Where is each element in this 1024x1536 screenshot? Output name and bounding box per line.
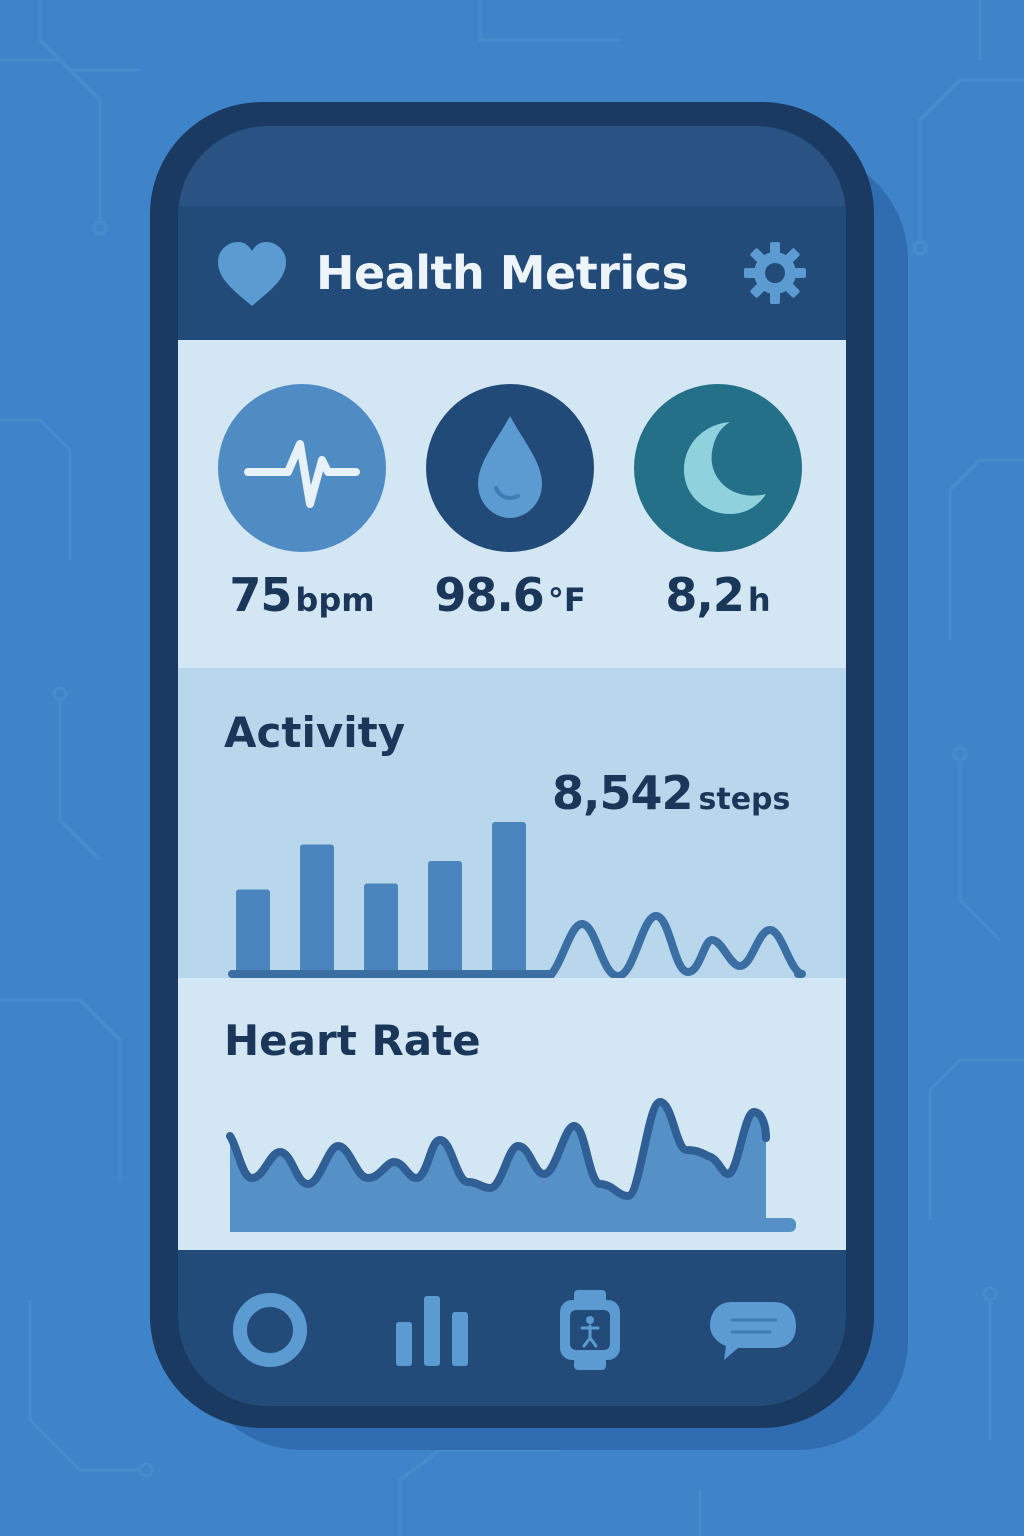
bottom-tab-bar — [178, 1250, 846, 1406]
phone-screen: Health Metrics — [178, 126, 846, 1406]
activity-chart — [228, 822, 806, 978]
metric-icon-circle — [218, 384, 386, 552]
activity-panel[interactable]: Activity 8,542 steps — [178, 668, 846, 978]
heart-rate-title: Heart Rate — [224, 1016, 481, 1065]
metric-heart-rate[interactable]: 75 bpm — [202, 384, 402, 622]
phone-frame: Health Metrics — [150, 102, 874, 1428]
metric-icon-circle — [426, 384, 594, 552]
activity-bar — [300, 844, 334, 972]
activity-bar — [364, 883, 398, 972]
heart-rate-line — [226, 1098, 770, 1200]
heart-rate-area — [230, 1102, 766, 1232]
app-header: Health Metrics — [178, 206, 846, 340]
activity-bar — [236, 889, 270, 972]
heart-icon — [218, 242, 286, 306]
activity-bar — [428, 861, 462, 972]
heart-rate-chart — [226, 1098, 796, 1232]
chat-bubble-icon[interactable] — [708, 1288, 798, 1372]
moon-icon — [684, 422, 766, 514]
steps-count: 8,542 steps — [552, 766, 791, 820]
metric-icon-circle — [634, 384, 802, 552]
pulse-icon — [244, 440, 360, 508]
smartwatch-icon[interactable] — [548, 1288, 632, 1372]
metric-temperature[interactable]: 98.6 °F — [410, 384, 610, 622]
gear-icon[interactable] — [744, 242, 806, 304]
metrics-panel: 75 bpm 98.6 °F — [178, 340, 846, 668]
activity-bar — [492, 822, 526, 972]
ring-icon[interactable] — [228, 1288, 312, 1372]
water-drop-icon — [478, 416, 542, 518]
status-area — [178, 126, 846, 206]
page-title: Health Metrics — [316, 246, 689, 300]
metric-value: 98.6 °F — [434, 568, 586, 622]
activity-title: Activity — [224, 708, 406, 757]
heart-rate-panel[interactable]: Heart Rate — [178, 978, 846, 1250]
heart-rate-area-base — [230, 1218, 796, 1232]
metric-value: 8,2 h — [665, 568, 771, 622]
metric-sleep[interactable]: 8,2 h — [618, 384, 818, 622]
metric-value: 75 bpm — [229, 568, 375, 622]
activity-wave-line — [544, 912, 806, 978]
bar-chart-icon[interactable] — [390, 1288, 474, 1372]
